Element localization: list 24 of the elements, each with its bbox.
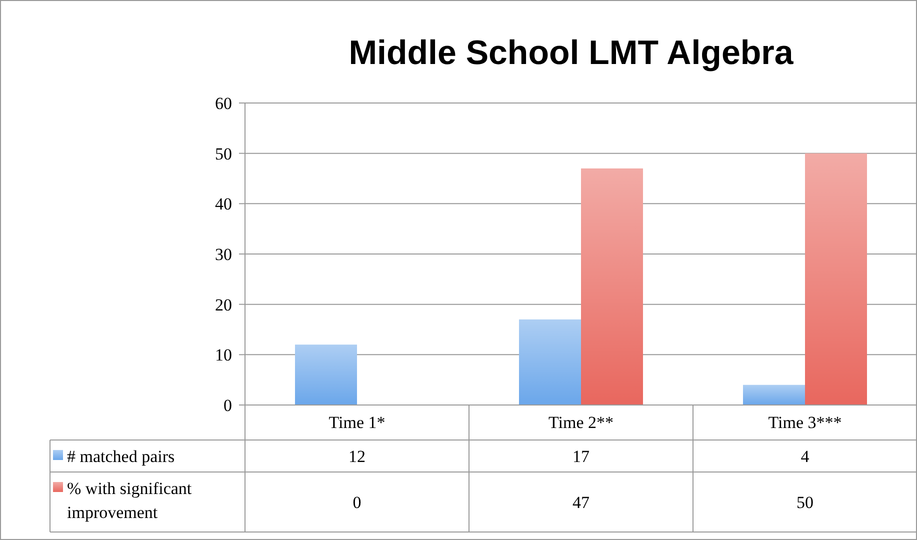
y-tick-label: 20 — [215, 295, 232, 314]
y-tick-label: 40 — [215, 194, 232, 214]
x-tick-label: Time 3*** — [768, 412, 842, 432]
data-label: 0 — [352, 492, 362, 512]
x-tick-label: Time 2** — [548, 412, 614, 432]
data-label: 4 — [800, 446, 810, 466]
y-tick-label: 50 — [215, 144, 232, 164]
bar — [295, 344, 357, 405]
y-tick-label: 0 — [224, 396, 232, 415]
x-tick-label: Time 1* — [328, 412, 386, 432]
y-tick-label: 30 — [215, 244, 232, 264]
data-label: 17 — [572, 446, 590, 466]
bar — [743, 384, 805, 405]
legend-label: # matched pairs — [67, 446, 175, 466]
data-label: 50 — [796, 492, 814, 512]
bar — [519, 319, 581, 405]
y-tick-label: 10 — [215, 346, 232, 365]
bar — [805, 153, 867, 405]
data-label: 47 — [572, 492, 590, 512]
chart-title: Middle School LMT Algebra — [348, 34, 794, 72]
y-tick-label: 60 — [215, 94, 232, 113]
data-label: 12 — [348, 446, 366, 466]
bar — [581, 168, 643, 405]
legend-label: % with significant improvement — [67, 478, 192, 522]
